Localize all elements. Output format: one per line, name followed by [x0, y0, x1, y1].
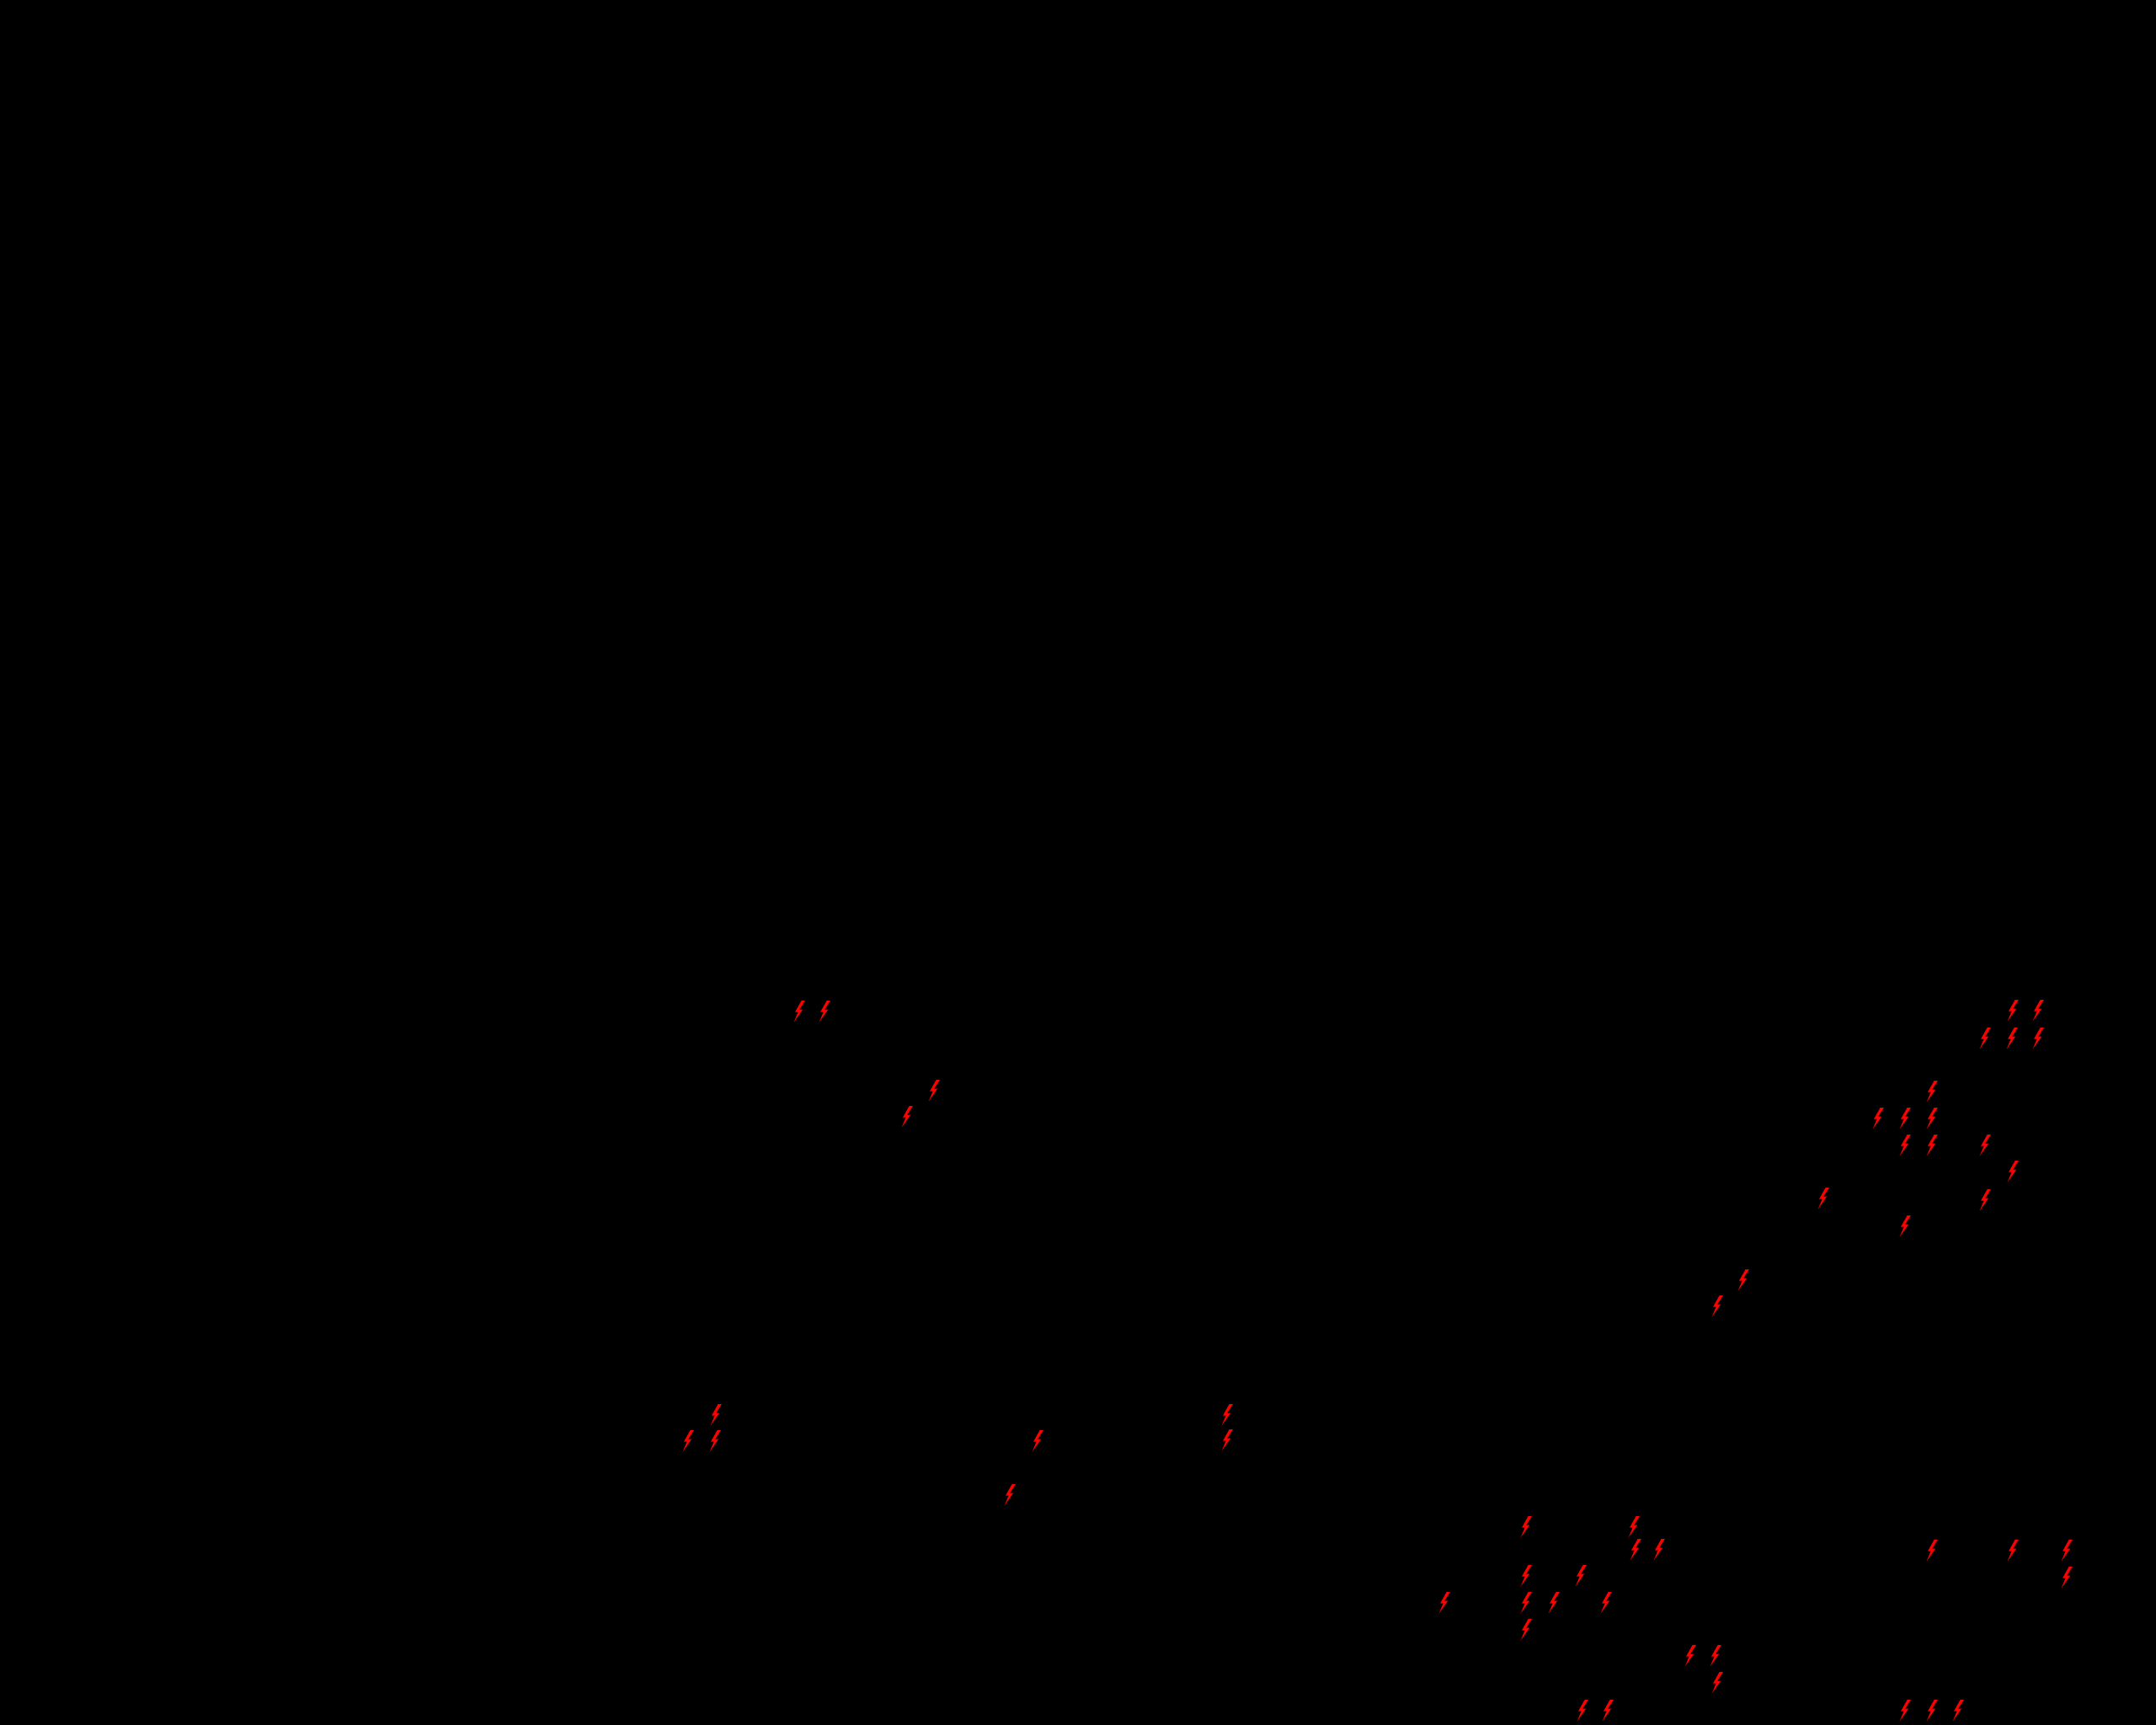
lightning-bolt-icon: [1221, 1429, 1233, 1451]
lightning-bolt-icon: [2032, 1000, 2044, 1022]
lightning-bolt-icon: [1872, 1108, 1884, 1130]
lightning-bolt-icon: [1520, 1516, 1532, 1538]
lightning-bolt-icon: [1520, 1565, 1532, 1587]
lightning-bolt-icon: [1577, 1700, 1588, 1722]
lightning-bolt-icon: [682, 1430, 694, 1452]
lightning-bolt-icon: [1817, 1188, 1829, 1210]
lightning-bolt-icon: [1979, 1189, 1991, 1211]
lightning-bolt-icon: [819, 1001, 830, 1023]
lightning-bolt-icon: [1600, 1592, 1612, 1614]
lightning-bolt-icon: [1979, 1028, 1991, 1049]
lightning-bolt-icon: [1548, 1592, 1560, 1614]
lightning-bolt-icon: [1628, 1516, 1640, 1538]
lightning-bolt-icon: [928, 1080, 940, 1102]
lightning-bolt-icon: [2061, 1567, 2073, 1589]
lightning-bolt-icon: [1952, 1700, 1964, 1722]
lightning-bolt-icon: [1684, 1645, 1696, 1667]
lightning-bolt-icon: [1926, 1700, 1938, 1722]
lightning-bolt-icon: [2032, 1028, 2044, 1049]
lightning-bolt-icon: [1926, 1540, 1938, 1562]
lightning-bolt-icon: [1004, 1484, 1016, 1506]
lightning-bolt-icon: [1926, 1135, 1938, 1156]
lightning-bolt-icon: [901, 1106, 913, 1128]
lightning-bolt-icon: [1711, 1672, 1723, 1694]
lightning-bolt-icon: [1032, 1430, 1043, 1452]
lightning-bolt-icon: [710, 1404, 722, 1426]
lightning-bolt-icon: [1979, 1135, 1991, 1156]
lightning-bolt-icon: [1653, 1539, 1665, 1561]
lightning-bolt-icon: [1899, 1700, 1911, 1722]
lightning-bolt-icon: [709, 1430, 721, 1452]
lightning-bolt-icon: [1710, 1645, 1721, 1667]
lightning-bolt-icon: [1630, 1539, 1641, 1561]
lightning-bolt-icon: [1520, 1592, 1532, 1614]
lightning-bolt-icon: [1926, 1108, 1938, 1130]
lightning-bolt-icon: [1602, 1700, 1614, 1722]
lightning-bolt-icon: [2007, 1540, 2019, 1562]
lightning-bolt-icon: [2061, 1540, 2073, 1562]
lightning-bolt-icon: [1926, 1081, 1938, 1103]
lightning-bolt-icon: [1899, 1215, 1911, 1237]
lightning-bolt-icon: [793, 1001, 805, 1023]
lightning-bolt-icon: [1711, 1295, 1723, 1317]
lightning-bolt-icon: [2007, 1161, 2019, 1183]
lightning-bolt-icon: [1899, 1108, 1911, 1130]
lightning-bolt-icon: [1438, 1592, 1450, 1614]
lightning-bolt-icon: [1899, 1135, 1911, 1156]
lightning-bolt-icon: [1737, 1269, 1749, 1291]
lightning-bolt-icon: [2006, 1028, 2018, 1049]
lightning-bolt-icon: [1221, 1404, 1233, 1426]
lightning-bolt-icon: [2007, 1000, 2019, 1022]
lightning-bolt-icon: [1575, 1565, 1587, 1587]
lightning-bolt-icon: [1520, 1619, 1532, 1641]
